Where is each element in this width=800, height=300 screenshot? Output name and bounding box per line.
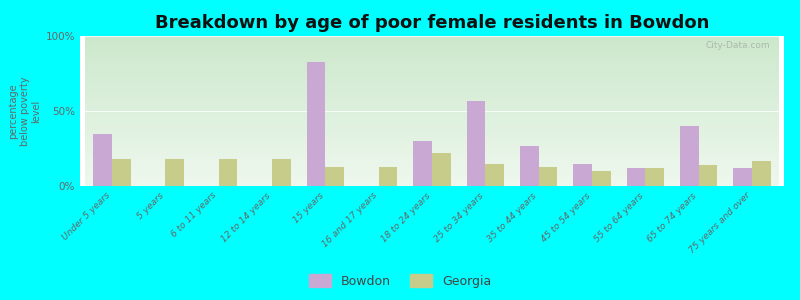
Bar [94,134,112,186]
Bar [574,164,592,186]
Bar [378,167,398,186]
Bar [520,146,538,186]
Y-axis label: percentage
below poverty
level: percentage below poverty level [8,76,42,146]
Legend: Bowdon, Georgia: Bowdon, Georgia [309,274,491,288]
Bar [646,168,664,186]
Text: City-Data.com: City-Data.com [706,40,770,50]
Bar [272,159,290,186]
Bar [218,159,238,186]
Bar [680,126,698,186]
Title: Breakdown by age of poor female residents in Bowdon: Breakdown by age of poor female resident… [155,14,709,32]
Bar [466,100,486,186]
Bar [112,159,130,186]
Bar [626,168,646,186]
Bar [538,167,558,186]
Bar [486,164,504,186]
Bar [698,165,718,186]
Bar [752,160,770,186]
Bar [432,153,450,186]
Bar [414,141,432,186]
Bar [166,159,184,186]
Bar [734,168,752,186]
Bar [592,171,610,186]
Bar [326,167,344,186]
Bar [306,61,326,186]
